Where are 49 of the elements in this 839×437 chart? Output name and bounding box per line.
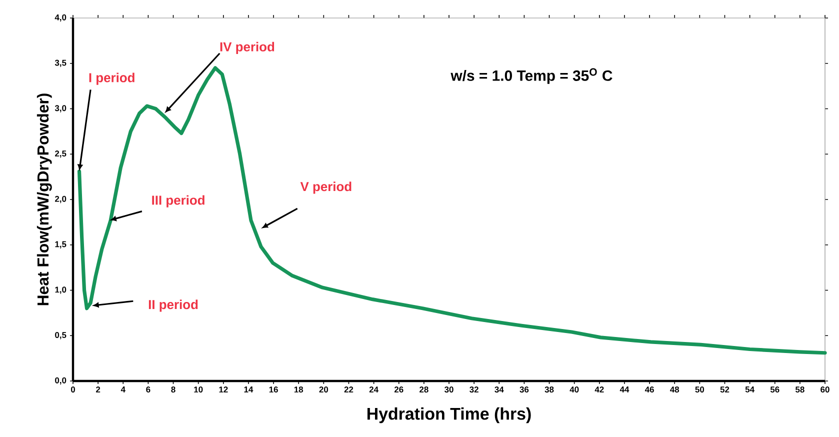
x-tick-label: 58	[795, 386, 804, 393]
x-tick-label: 40	[570, 386, 579, 393]
x-tick-label: 60	[820, 386, 830, 393]
x-axis-title: Hydration Time (hrs)	[367, 407, 531, 424]
x-tick-label: 16	[269, 386, 278, 393]
x-tick-label: 2	[96, 386, 100, 392]
y-tick-label: 3,5	[54, 60, 66, 67]
x-tick-label: 56	[770, 386, 780, 393]
annotation: V period	[300, 182, 352, 194]
x-tick-label: 18	[294, 386, 304, 393]
x-tick-label: 22	[344, 386, 354, 392]
x-tick-label: 36	[520, 386, 529, 393]
x-tick-label: 46	[644, 386, 654, 393]
line-series	[77, 66, 827, 355]
x-tick-label: 32	[470, 386, 478, 393]
x-tick-label: 34	[494, 386, 504, 393]
x-tick-label: 42	[594, 386, 604, 392]
annotation: III period	[152, 195, 204, 208]
x-tick-label: 20	[319, 386, 328, 393]
x-tick-label: 0	[70, 386, 76, 393]
x-tick-label: 14	[244, 386, 254, 392]
annotation: w/s = 1.0 Temp = 35$^{O}$ C	[450, 68, 612, 84]
x-tick-label: 8	[171, 386, 176, 393]
x-tick-label: 44	[620, 386, 630, 392]
x-tick-label: 48	[670, 386, 680, 393]
y-tick-label: 3,0	[54, 105, 66, 112]
y-tick-label: 0,0	[55, 377, 66, 385]
y-axis-title: Heat Flow(mW/gDryPowder)	[36, 94, 52, 306]
x-tick-label: 52	[720, 386, 730, 393]
annotation: I period	[89, 72, 134, 85]
y-tick-label: 1,0	[55, 286, 66, 294]
annotation: IV period	[220, 42, 274, 54]
y-tick-label: 2,5	[55, 150, 66, 158]
x-tick-label: 50	[695, 386, 704, 393]
y-tick-label: 2,0	[55, 196, 66, 204]
x-tick-label: 54	[745, 386, 754, 392]
y-tick-label: 4,0	[54, 14, 66, 22]
annotation: II period	[148, 300, 198, 312]
x-tick-label: 24	[369, 386, 378, 392]
x-tick-label: 6	[146, 386, 150, 393]
x-tick-label: 28	[420, 386, 428, 393]
x-tick-label: 4	[120, 386, 126, 392]
x-tick-label: 26	[394, 386, 404, 393]
x-tick-label: 30	[444, 386, 454, 393]
y-tick-label: 1,5	[55, 241, 66, 248]
x-tick-label: 38	[544, 386, 554, 393]
y-tick-label: 0,5	[55, 332, 66, 340]
x-tick-label: 12	[219, 386, 228, 392]
x-tick-label: 10	[194, 386, 203, 393]
